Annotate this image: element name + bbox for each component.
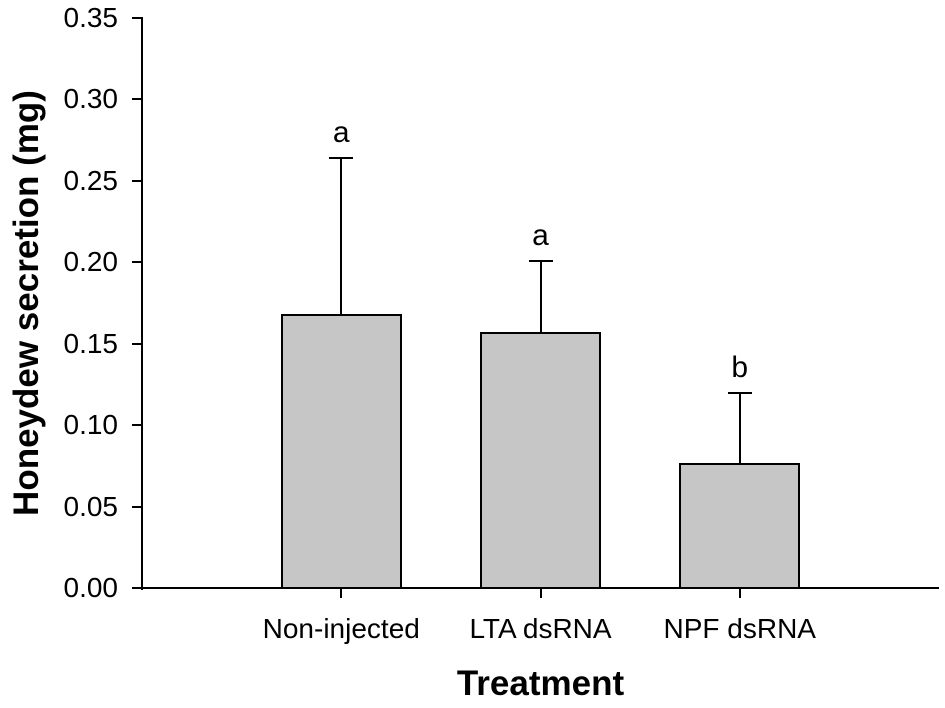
x-category-label: NPF dsRNA — [663, 613, 816, 644]
y-tick-mark — [132, 17, 141, 19]
error-bar-stem — [539, 260, 542, 333]
bar — [480, 332, 601, 589]
y-tick-mark — [132, 342, 141, 345]
y-tick-label: 0.10 — [63, 409, 119, 441]
x-tick-mark — [738, 589, 741, 598]
y-tick-mark — [132, 505, 141, 508]
significance-letter: a — [332, 116, 350, 150]
y-tick-mark — [132, 261, 141, 264]
error-bar-stem — [340, 158, 343, 315]
x-axis-title: Treatment — [456, 664, 625, 703]
y-tick-label: 0.35 — [63, 2, 119, 33]
y-tick-label: 0.25 — [63, 164, 119, 196]
x-category-label: Non-injected — [262, 613, 420, 644]
x-tick-mark — [340, 589, 343, 598]
y-tick-mark — [132, 179, 141, 182]
error-bar-cap — [528, 259, 553, 262]
y-axis-line — [141, 17, 143, 590]
y-tick-mark — [132, 587, 141, 589]
error-bar-stem — [738, 392, 741, 463]
significance-letter: a — [532, 218, 549, 252]
y-tick-mark — [132, 424, 141, 427]
x-tick-mark — [539, 589, 542, 598]
y-tick-label: 0.05 — [63, 490, 119, 522]
error-bar-cap — [329, 157, 354, 160]
x-category-label: LTA dsRNA — [469, 613, 612, 644]
y-tick-mark — [132, 98, 141, 101]
y-tick-label: 0.30 — [63, 83, 119, 115]
y-tick-label: 0.20 — [63, 246, 119, 278]
y-tick-label: 0.00 — [63, 572, 119, 603]
y-tick-label: 0.15 — [63, 327, 119, 359]
significance-letter: b — [731, 350, 749, 384]
bar — [280, 314, 402, 589]
bar — [679, 462, 801, 589]
error-bar-cap — [727, 391, 752, 394]
